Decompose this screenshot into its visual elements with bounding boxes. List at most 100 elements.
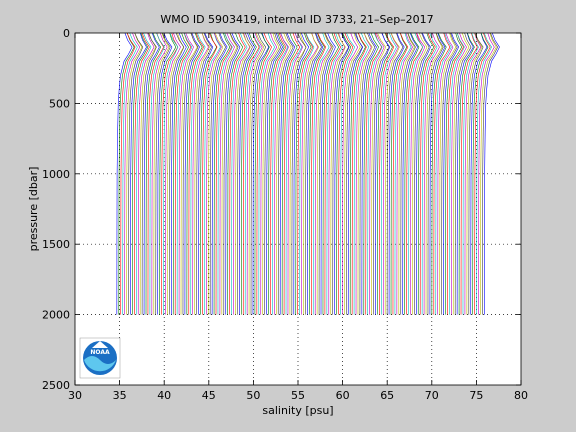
profile-line bbox=[433, 33, 451, 315]
profile-line bbox=[219, 33, 235, 315]
profile-line bbox=[248, 33, 265, 315]
profile-line bbox=[229, 33, 246, 315]
profile-line bbox=[202, 33, 218, 315]
profile-line bbox=[386, 33, 404, 315]
profile-line bbox=[188, 33, 205, 315]
profile-line bbox=[147, 33, 164, 315]
profile-line bbox=[141, 33, 157, 315]
profile-line bbox=[174, 33, 192, 315]
profile-line bbox=[460, 33, 478, 315]
logo-bird bbox=[92, 341, 108, 348]
profile-line bbox=[277, 33, 294, 315]
profile-line bbox=[452, 33, 470, 315]
profile-line bbox=[221, 33, 238, 315]
profile-line bbox=[176, 33, 193, 315]
profile-line bbox=[454, 33, 472, 315]
profile-line bbox=[468, 33, 484, 315]
profile-line bbox=[310, 33, 327, 315]
profile-line bbox=[128, 33, 144, 315]
y-axis-label: pressure [dbar] bbox=[27, 167, 40, 252]
profile-line bbox=[361, 33, 377, 315]
profile-line bbox=[431, 33, 447, 315]
profile-line bbox=[124, 33, 141, 315]
profiles-layer bbox=[116, 33, 500, 315]
profile-line bbox=[351, 33, 367, 315]
profile-line bbox=[217, 33, 233, 315]
profile-line bbox=[456, 33, 474, 315]
profile-line bbox=[149, 33, 165, 315]
profile-line bbox=[414, 33, 430, 315]
x-tick-label: 45 bbox=[202, 389, 216, 402]
profile-line bbox=[396, 33, 413, 315]
x-tick-label: 60 bbox=[336, 389, 350, 402]
profile-line bbox=[116, 33, 133, 315]
profile-line bbox=[215, 33, 232, 315]
profile-line bbox=[209, 33, 227, 315]
profile-line bbox=[205, 33, 222, 315]
profile-line bbox=[274, 33, 289, 315]
profile-line bbox=[334, 33, 350, 315]
profile-line bbox=[252, 33, 270, 315]
logo-text: NOAA bbox=[90, 349, 110, 356]
x-tick-label: 40 bbox=[157, 389, 171, 402]
profile-line bbox=[180, 33, 198, 315]
ticks-layer: 30 35 40 45 50 55 60 65 70 75 80 0 500 1000 1500 2000 25… bbox=[42, 27, 528, 402]
profile-line bbox=[190, 33, 206, 315]
profile-line bbox=[305, 33, 322, 315]
profile-line bbox=[412, 33, 428, 315]
profile-line bbox=[211, 33, 228, 315]
profile-line bbox=[139, 33, 157, 315]
y-tick-label: 2000 bbox=[42, 309, 70, 322]
profile-line bbox=[388, 33, 405, 315]
x-tick-label: 35 bbox=[113, 389, 127, 402]
profile-line bbox=[312, 33, 330, 315]
profile-line bbox=[435, 33, 452, 315]
profile-line bbox=[439, 33, 457, 315]
y-tick-label: 2500 bbox=[42, 379, 70, 392]
profile-line bbox=[233, 33, 251, 315]
profile-line bbox=[355, 33, 372, 315]
profile-line bbox=[163, 33, 179, 315]
profile-line bbox=[301, 33, 319, 315]
profile-line bbox=[246, 33, 263, 315]
profile-line bbox=[347, 33, 364, 315]
profile-line bbox=[480, 33, 497, 315]
profile-line bbox=[423, 33, 440, 315]
profile-line bbox=[242, 33, 260, 315]
profile-line bbox=[326, 33, 343, 315]
profile-line bbox=[415, 33, 431, 315]
profile-line bbox=[462, 33, 479, 315]
profile-line bbox=[227, 33, 244, 315]
profile-line bbox=[340, 33, 355, 315]
profile-line bbox=[392, 33, 409, 315]
profile-line bbox=[380, 33, 397, 315]
profile-line bbox=[400, 33, 416, 315]
profile-line bbox=[359, 33, 376, 315]
profile-line bbox=[342, 33, 359, 315]
profile-line bbox=[330, 33, 346, 315]
profile-line bbox=[283, 33, 301, 315]
profile-line bbox=[445, 33, 463, 315]
profile-line bbox=[244, 33, 261, 315]
profile-line bbox=[316, 33, 333, 315]
x-axis-label: salinity [psu] bbox=[262, 404, 333, 417]
profile-line bbox=[478, 33, 495, 315]
profile-line bbox=[231, 33, 248, 315]
profile-line bbox=[474, 33, 491, 315]
profile-line bbox=[198, 33, 214, 315]
profile-line bbox=[377, 33, 393, 315]
profile-line bbox=[151, 33, 168, 315]
profile-line bbox=[466, 33, 483, 315]
profile-line bbox=[155, 33, 171, 315]
profile-line bbox=[482, 33, 499, 315]
profile-line bbox=[307, 33, 324, 315]
profile-line bbox=[441, 33, 458, 315]
x-tick-label: 30 bbox=[68, 389, 82, 402]
profile-line bbox=[184, 33, 200, 315]
profile-line bbox=[367, 33, 383, 315]
profile-line bbox=[322, 33, 340, 315]
profile-line bbox=[272, 33, 289, 315]
noaa-logo: NOAA bbox=[79, 337, 121, 379]
profile-line bbox=[417, 33, 435, 315]
profile-line bbox=[295, 33, 312, 315]
